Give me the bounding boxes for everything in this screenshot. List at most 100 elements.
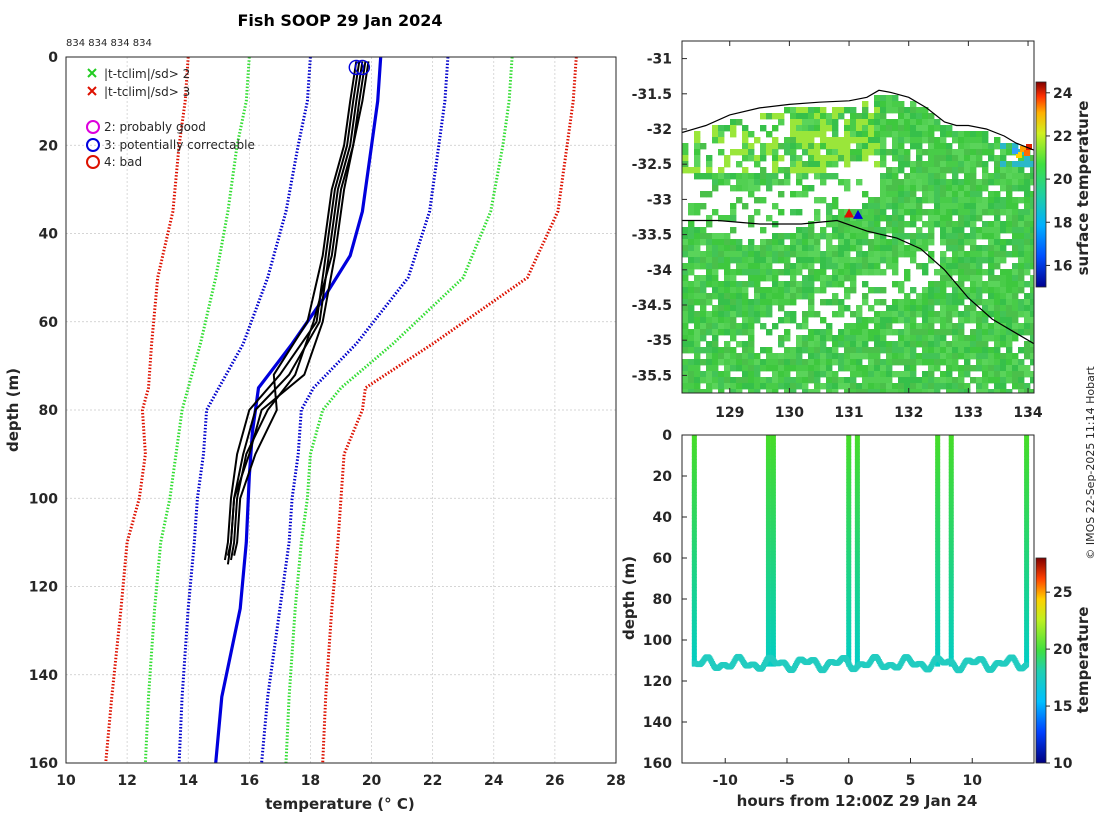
- cast-point: [691, 521, 697, 526]
- sst-cell: [1006, 203, 1013, 210]
- sst-cell: [970, 293, 977, 300]
- sst-cell: [766, 287, 773, 294]
- sst-cell: [748, 149, 755, 156]
- sst-cell: [892, 149, 899, 156]
- sst-cell: [874, 335, 881, 342]
- sst-cell: [712, 125, 719, 132]
- sst-cell: [886, 239, 893, 246]
- sst-cell: [796, 263, 803, 270]
- sst-cell: [682, 227, 689, 234]
- sst-cell: [832, 113, 839, 120]
- cast-point: [691, 577, 697, 582]
- sst-cell: [844, 263, 851, 270]
- sst-cell: [892, 101, 899, 108]
- sst-cell: [802, 239, 809, 246]
- sst-cell: [874, 101, 881, 108]
- cast-point: [948, 580, 954, 585]
- sst-cell: [958, 197, 965, 204]
- sst-cell: [886, 257, 893, 264]
- cast-point: [935, 570, 941, 575]
- cast-point: [1024, 449, 1030, 454]
- sst-cell: [970, 353, 977, 360]
- sst-cell: [928, 221, 935, 228]
- sst-cell: [886, 167, 893, 174]
- sst-cell: [706, 191, 713, 198]
- cast-point: [691, 475, 697, 480]
- sst-cell: [790, 161, 797, 168]
- cast-point: [935, 478, 941, 483]
- sst-cell: [934, 155, 941, 162]
- cast-point: [770, 488, 776, 493]
- sst-cell: [814, 347, 821, 354]
- sst-cell: [940, 125, 947, 132]
- sst-cell: [880, 377, 887, 384]
- sst-cell: [748, 131, 755, 138]
- profile-xtick-label: 20: [362, 773, 382, 789]
- cast-point: [770, 626, 776, 631]
- sst-cell: [784, 365, 791, 372]
- sst-cell: [712, 137, 719, 144]
- sst-colorbar-label: surface temperature: [1074, 101, 1092, 276]
- sst-cell: [1012, 173, 1019, 180]
- sst-cell: [952, 155, 959, 162]
- sst-cell: [712, 287, 719, 294]
- sst-cell: [904, 347, 911, 354]
- sst-cell: [772, 353, 779, 360]
- sst-cell: [724, 317, 731, 324]
- sst-cell: [916, 203, 923, 210]
- cast-point: [765, 652, 771, 657]
- cast-point: [765, 593, 771, 598]
- cast-point: [846, 475, 852, 480]
- sst-cell: [700, 239, 707, 246]
- sst-cell: [748, 305, 755, 312]
- sst-cell: [772, 125, 779, 132]
- sst-cell: [718, 347, 725, 354]
- sst-cell: [874, 203, 881, 210]
- sst-cell: [868, 335, 875, 342]
- sst-cell: [742, 323, 749, 330]
- sst-cell: [970, 233, 977, 240]
- sst-cell: [700, 257, 707, 264]
- cast-point: [1024, 610, 1030, 615]
- sst-cell: [1012, 275, 1019, 282]
- sst-cell: [826, 155, 833, 162]
- sst-cell: [796, 293, 803, 300]
- cast-point: [854, 600, 860, 605]
- sst-cell: [1030, 239, 1034, 246]
- sst-cell: [916, 149, 923, 156]
- sst-cell: [718, 317, 725, 324]
- legend-x-green-icon: [87, 68, 97, 78]
- cast-point: [854, 626, 860, 631]
- sst-cell: [838, 239, 845, 246]
- sst-cell: [730, 125, 737, 132]
- sst-cell: [682, 329, 689, 336]
- sst-cell: [706, 293, 713, 300]
- sst-cell: [1024, 299, 1031, 306]
- sst-cell: [754, 299, 761, 306]
- cast-point: [854, 642, 860, 647]
- cast-point: [935, 590, 941, 595]
- cast-point: [935, 488, 941, 493]
- sst-cell: [1018, 311, 1025, 318]
- sst-cell: [694, 239, 701, 246]
- sst-cell: [850, 155, 857, 162]
- sst-cell: [706, 215, 713, 222]
- sst-cell: [898, 101, 905, 108]
- sst-cell: [976, 203, 983, 210]
- sst-cell: [904, 191, 911, 198]
- sst-cell: [682, 245, 689, 252]
- sst-cell: [814, 245, 821, 252]
- sst-cell: [826, 215, 833, 222]
- sst-cell: [970, 203, 977, 210]
- sst-cell: [958, 209, 965, 216]
- sst-cell: [1006, 323, 1013, 330]
- cast-point: [935, 577, 941, 582]
- cast-point: [691, 587, 697, 592]
- cast-point: [846, 455, 852, 460]
- sst-cell: [832, 161, 839, 168]
- sst-cell: [874, 323, 881, 330]
- sst-cell: [838, 269, 845, 276]
- sst-cell: [994, 155, 1001, 162]
- sst-cell: [910, 233, 917, 240]
- climatology-sd-line: [260, 57, 450, 763]
